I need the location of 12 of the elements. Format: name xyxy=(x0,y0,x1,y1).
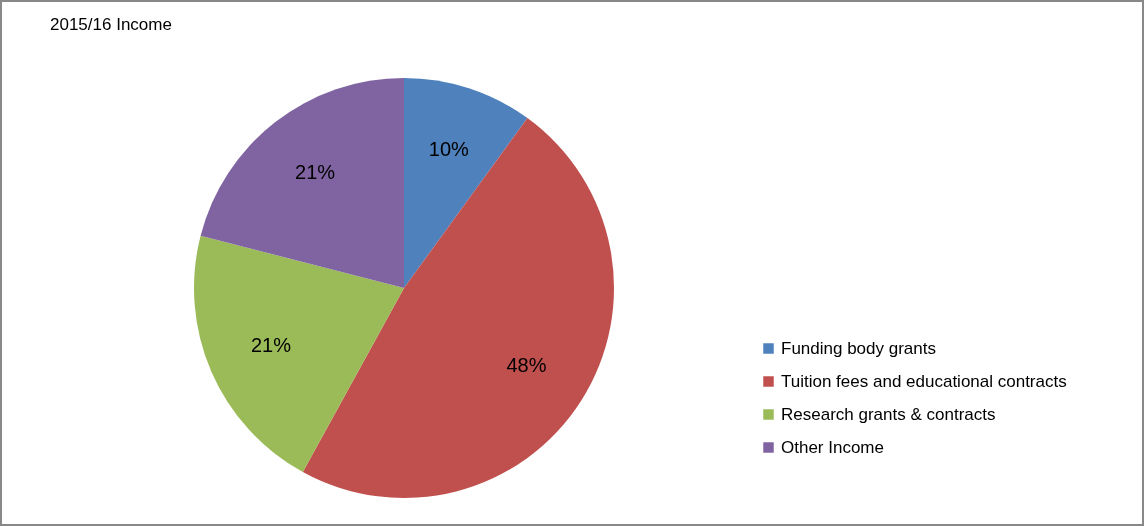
legend-label: Research grants & contracts xyxy=(781,404,996,424)
pie-slice xyxy=(404,78,528,288)
data-label: 48% xyxy=(506,353,547,376)
legend-label: Tuition fees and educational contracts xyxy=(781,371,1067,391)
data-label: 21% xyxy=(295,161,336,184)
legend-label: Funding body grants xyxy=(781,338,936,358)
pie-slice xyxy=(200,78,404,288)
legend-label: Other Income xyxy=(781,437,884,457)
pie-slice xyxy=(194,235,404,473)
chart-title: 2015/16 Income xyxy=(50,15,172,34)
data-label: 21% xyxy=(250,333,292,356)
data-label: 10% xyxy=(428,138,470,161)
